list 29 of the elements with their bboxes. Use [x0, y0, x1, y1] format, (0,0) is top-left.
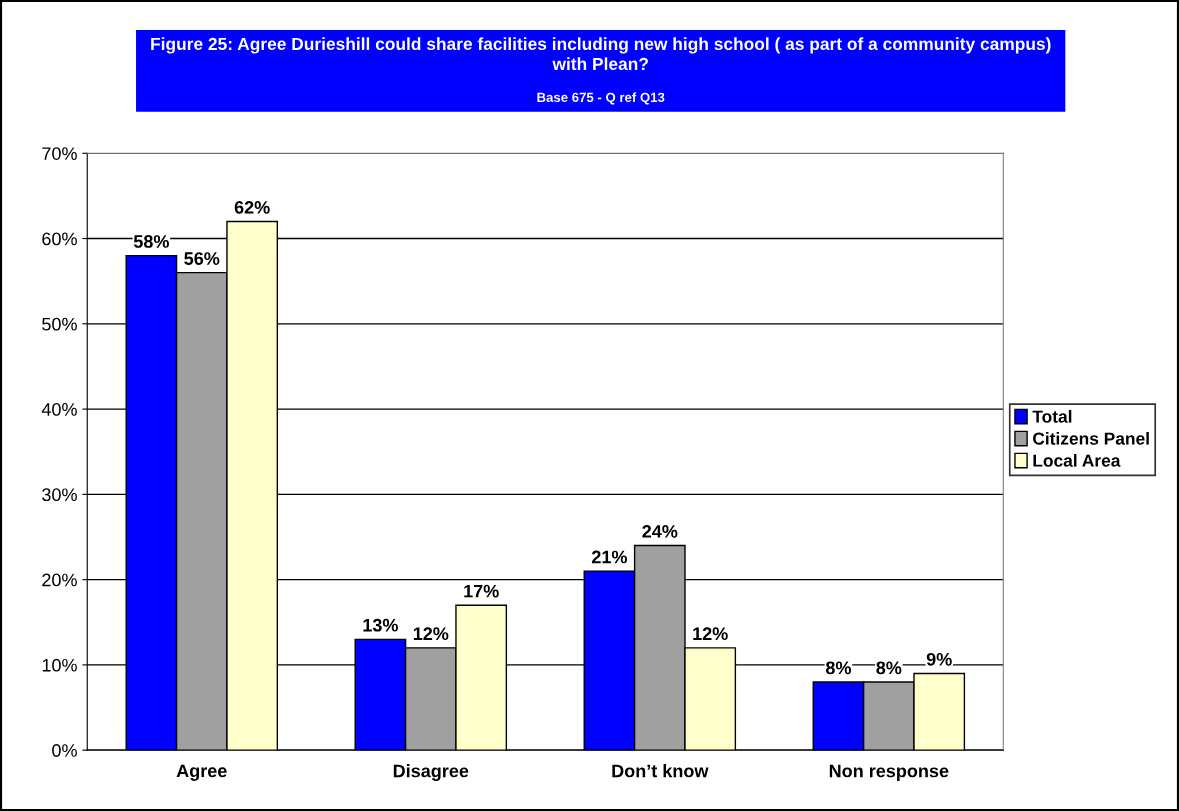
y-tick-label: 10% [42, 658, 77, 672]
data-label: 8% [825, 661, 852, 675]
chart-title: Figure 25: Agree Durieshill could share facilities including new high school ( as part of a community campus) with Plean? [151, 37, 1051, 71]
x-tick-label: Disagree [393, 764, 469, 781]
data-label: 21% [591, 550, 628, 564]
data-label: 58% [133, 235, 169, 248]
y-tick-label: 20% [42, 573, 77, 587]
x-tick-label: Non response [829, 764, 949, 781]
data-label: 8% [876, 661, 902, 675]
legend-label: Total [1032, 410, 1072, 423]
legend-label: Local Area [1033, 454, 1121, 467]
x-tick-label: Don’t know [612, 764, 709, 778]
data-label: 12% [693, 627, 728, 641]
data-label: 24% [642, 525, 678, 538]
legend-label: Citizens Panel [1033, 432, 1149, 445]
y-tick-label: 60% [42, 232, 77, 246]
data-label: 62% [234, 200, 270, 214]
y-tick-label: 70% [42, 147, 77, 160]
y-tick-label: 40% [41, 403, 77, 416]
y-tick-label: 50% [42, 317, 77, 331]
y-tick-label: 0% [52, 744, 77, 757]
y-tick-label: 30% [42, 488, 77, 502]
data-label: 12% [413, 627, 449, 641]
data-label: 13% [363, 618, 398, 632]
x-tick-label: Agree [176, 764, 227, 781]
chart-subtitle: Base 675 - Q ref Q13 [537, 92, 665, 105]
data-label: 9% [926, 652, 952, 666]
data-label: 56% [184, 252, 220, 265]
data-label: 17% [464, 584, 499, 598]
